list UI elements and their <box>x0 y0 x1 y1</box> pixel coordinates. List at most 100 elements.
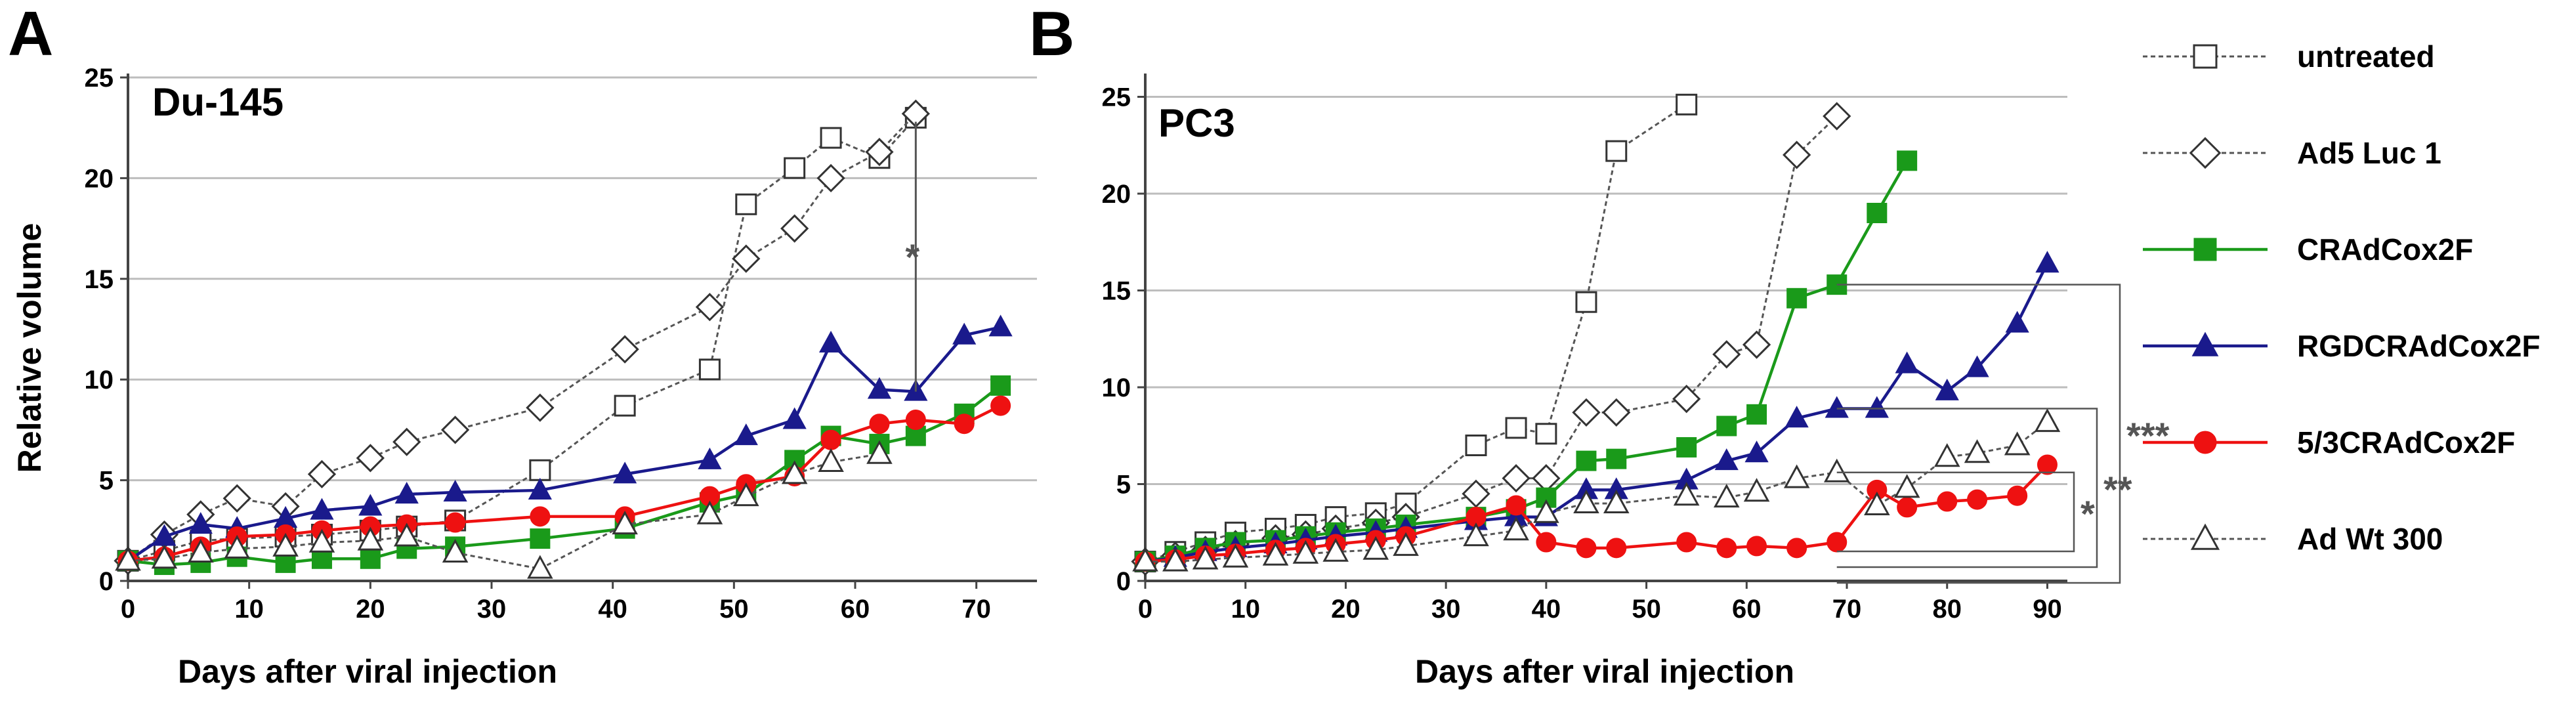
panel-a-series-adwt-point-14 <box>818 448 844 472</box>
panel-b-series-cradcox2f-point-17 <box>1786 288 1807 309</box>
panel-b-significance-label-0: *** <box>2126 415 2170 456</box>
panel-a-y-tick-label-2: 10 <box>85 366 114 394</box>
panel-b-series-adwt-point-8 <box>1393 532 1419 556</box>
panel-a-series-ad5-point-7 <box>392 427 421 456</box>
panel-b-series-ad5-point-14 <box>1672 385 1701 414</box>
panel-b-series-untreated-point-12 <box>1575 291 1597 313</box>
legend-item-c53: 5/3CRAdCox2F <box>2143 425 2515 459</box>
panel-b-significance-label-1: ** <box>2103 469 2132 510</box>
panel-b-series-adwt-point-22 <box>1964 439 1991 463</box>
panel-b-series-c53-point-12 <box>1576 538 1597 559</box>
panel-a-series-rgd-point-9 <box>528 477 552 500</box>
panel-a-series-cradcox2f-point-9 <box>530 528 551 549</box>
panel-b-series-c53-point-10 <box>1506 495 1527 516</box>
panel-a-series-cradcox2f <box>117 375 1011 575</box>
panel-b-series-adwt-point-4 <box>1262 542 1289 566</box>
panel-a-title: Du-145 <box>152 80 284 124</box>
legend-item-c53-label: 5/3CRAdCox2F <box>2297 425 2515 459</box>
panel-a-series-adwt-point-1 <box>151 545 178 569</box>
panel-a-x-tick-label-5: 50 <box>719 595 749 624</box>
panel-b-series-ad5-point-17 <box>1783 140 1811 169</box>
panel-a-series-adwt-point-2 <box>188 538 214 563</box>
legend-item-cradcox2f: CRAdCox2F <box>2143 232 2473 266</box>
panel-a-series-adwt-point-10 <box>612 510 638 535</box>
panel-b-series-adwt-point-3 <box>1222 543 1249 568</box>
legend-item-adwt: Ad Wt 300 <box>2143 522 2443 556</box>
panel-b-series-untreated-point-9 <box>1465 435 1487 456</box>
panel-a-series-rgd-point-13 <box>782 407 807 429</box>
panel-a-label: A <box>8 0 53 69</box>
panel-b-series-ad5-line <box>1145 115 1838 563</box>
panel-b-x-tick-label-1: 10 <box>1231 595 1260 624</box>
panel-b-series-adwt-point-12 <box>1573 489 1599 513</box>
panel-a-series-ad5-point-13 <box>780 214 809 243</box>
legend-item-rgd-marker <box>2191 331 2219 356</box>
panel-a-x-tick-label-3: 30 <box>477 595 507 624</box>
panel-b-series-cradcox2f-point-20 <box>1897 150 1918 171</box>
panel-a-series-rgd-point-5 <box>310 498 334 520</box>
legend-item-adwt-marker <box>2190 523 2220 550</box>
panel-b-series-ad5-point-18 <box>1823 102 1851 131</box>
legend-item-ad5-label: Ad5 Luc 1 <box>2297 136 2441 170</box>
panel-b-series-adwt-point-16 <box>1743 478 1770 502</box>
panel-a-series-c53-line <box>127 404 1002 563</box>
panel-a-series-untreated-point-11 <box>698 358 721 381</box>
panel-b-series-adwt-point-0 <box>1132 547 1158 572</box>
panel-b-y-tick-label-0: 0 <box>1116 567 1131 596</box>
panel-a-series-untreated-point-12 <box>735 193 757 215</box>
panel-b-series-rgd-point-24 <box>2035 251 2059 273</box>
panel-b-series-c53-point-14 <box>1676 532 1697 553</box>
panel-a-y-tick-label-1: 5 <box>99 467 114 496</box>
legend-item-rgd-label: RGDCRAdCox2F <box>2297 329 2541 363</box>
panel-a-series-ad5-point-6 <box>356 444 385 473</box>
panel-a-series-adwt-point-0 <box>115 547 141 571</box>
panel-b-series-c53-point-13 <box>1606 538 1627 559</box>
panel-a-series-rgd-point-11 <box>698 447 722 469</box>
panel-b-series-adwt-point-24 <box>2034 408 2061 433</box>
panel-b-series-rgd-point-23 <box>2005 310 2029 333</box>
panel-b-series-untreated-point-11 <box>1535 423 1557 445</box>
panel-a-series-untreated-point-13 <box>784 157 806 179</box>
panel-a-series-rgd-point-6 <box>358 494 383 516</box>
panel-a-series-adwt-point-6 <box>357 526 384 551</box>
panel-b-series-ad5-point-10 <box>1502 464 1531 493</box>
panel-b-series-cradcox2f-point-14 <box>1676 437 1697 458</box>
panel-b-x-tick-label-4: 40 <box>1532 595 1561 624</box>
panel-b-y-tick-label-3: 15 <box>1102 277 1131 306</box>
panel-a-series-adwt-point-13 <box>781 460 808 484</box>
panel-b-series-rgd-point-19 <box>1865 396 1889 418</box>
panel-b-series-adwt-point-9 <box>1463 522 1489 547</box>
panel-b-series-adwt-point-18 <box>1823 458 1850 482</box>
panel-b-title: PC3 <box>1158 101 1235 145</box>
panel-a-series-rgd-point-8 <box>443 479 467 502</box>
panel-b-y-tick-label-4: 20 <box>1102 180 1131 209</box>
panel-a-series-adwt <box>115 440 893 579</box>
panel-a-series-rgd-point-18 <box>988 314 1013 337</box>
panel-a-series-rgd-point-2 <box>188 512 213 534</box>
panel-b-series-cradcox2f-point-15 <box>1716 415 1737 437</box>
panel-a-series-adwt-point-15 <box>866 440 893 464</box>
panel-b-series-c53-point-22 <box>1967 489 1988 510</box>
panel-a-series-rgd-point-10 <box>613 461 637 484</box>
panel-b-series-cradcox2f-point-19 <box>1867 203 1888 223</box>
panel-a-series-c53-point-8 <box>445 512 466 533</box>
panel-b-series-untreated-point-10 <box>1505 417 1527 439</box>
panel-a-series-adwt-point-7 <box>393 522 420 547</box>
panel-a-y-tick-label-0: 0 <box>99 567 114 596</box>
panel-b-y-tick-label-1: 5 <box>1116 471 1131 500</box>
panel-b-series-c53-point-23 <box>2007 485 2028 506</box>
panel-b-series-cradcox2f <box>1135 150 1918 572</box>
panel-a-series-adwt-point-4 <box>272 532 299 557</box>
panel-b-series-adwt-point-13 <box>1603 489 1630 513</box>
panel-b-series-adwt-point-15 <box>1713 484 1740 508</box>
panel-b-y-tick-label-2: 10 <box>1102 373 1131 402</box>
panel-a-series-ad5-point-3 <box>222 484 251 513</box>
panel-b-x-tick-label-9: 90 <box>2033 595 2062 624</box>
panel-b-bracket-1 <box>1836 408 2098 568</box>
panel-b-series-adwt-point-5 <box>1292 540 1319 564</box>
panel-a-y-tick-label-4: 20 <box>85 164 114 193</box>
panel-a-series-c53 <box>117 395 1011 571</box>
legend-item-untreated-marker <box>2193 44 2218 69</box>
panel-a-x-tick-label-0: 0 <box>121 595 135 624</box>
legend-item-ad5-marker <box>2189 137 2222 169</box>
